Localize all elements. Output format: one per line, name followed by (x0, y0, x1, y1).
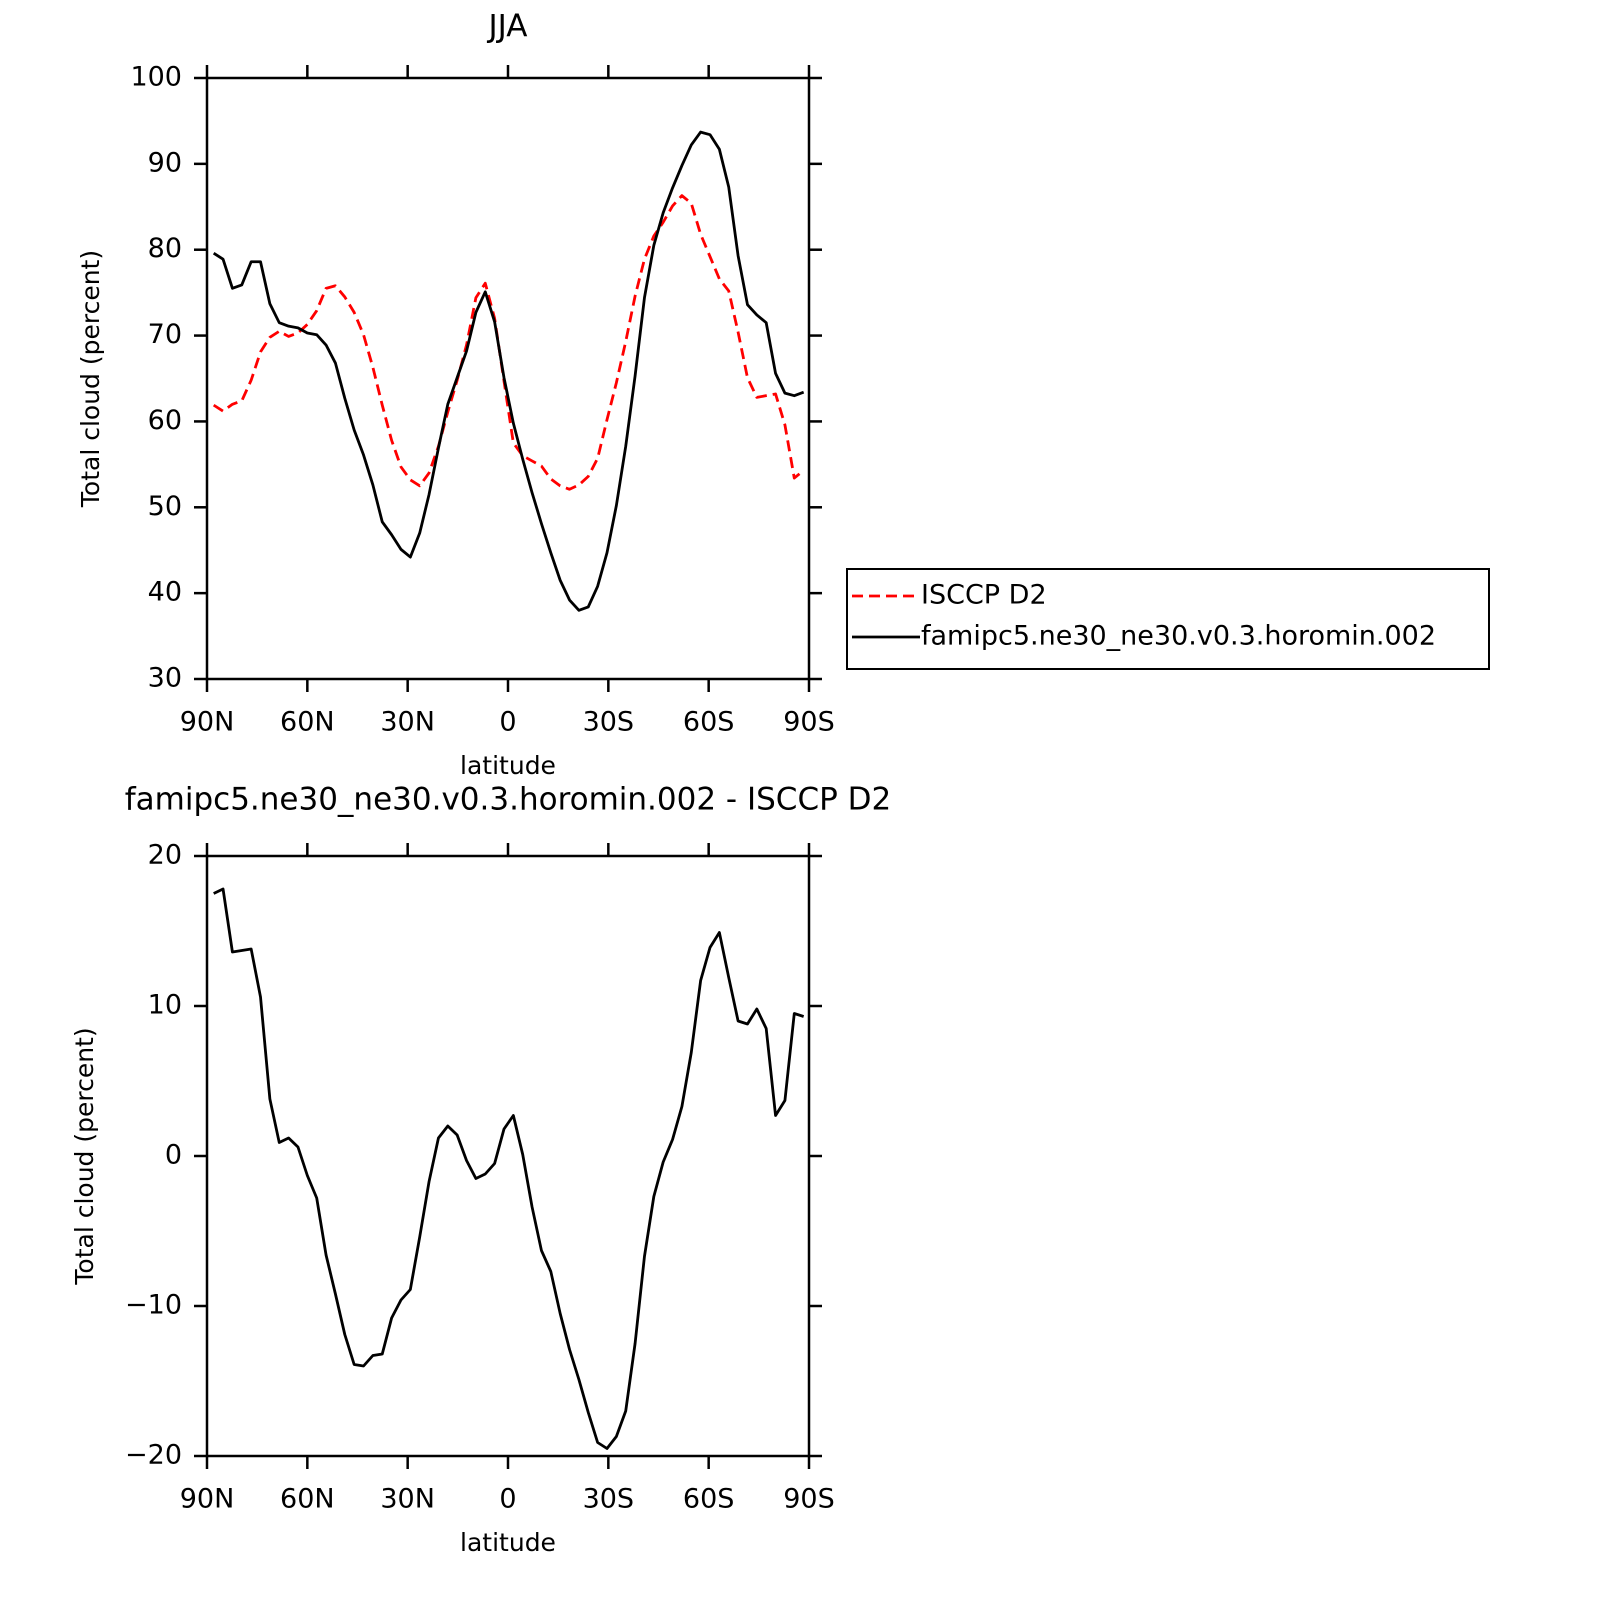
data-line (212, 130, 805, 612)
x-tick-label: 60N (280, 1484, 335, 1515)
y-tick-label: 90 (148, 147, 182, 178)
y-tick-label: 10 (148, 990, 182, 1021)
x-tick-label: 90S (783, 707, 835, 738)
legend-box (846, 568, 1490, 670)
data-line (213, 887, 805, 1450)
chart-title: famipc5.ne30_ne30.v0.3.horomin.002 - ISC… (125, 782, 891, 818)
x-tick-label: 90N (180, 707, 235, 738)
x-tick-label: 60S (683, 707, 735, 738)
x-tick-label: 30N (380, 707, 435, 738)
plot-frame (205, 854, 811, 1458)
x-tick-label: 30S (583, 707, 635, 738)
y-tick-label: 30 (148, 663, 182, 694)
x-axis-label: latitude (460, 751, 556, 780)
x-tick-label: 30S (583, 1484, 635, 1515)
y-tick-label: 70 (148, 319, 182, 350)
x-tick-label: 0 (499, 1484, 516, 1515)
y-tick-label: 100 (130, 62, 182, 93)
y-axis-label: Total cloud (percent) (70, 1027, 99, 1285)
legend-label: famipc5.ne30_ne30.v0.3.horomin.002 (921, 621, 1436, 652)
y-tick-label: 0 (165, 1140, 182, 1171)
y-tick-label: 60 (148, 405, 182, 436)
x-axis-label: latitude (460, 1528, 556, 1557)
y-tick-label: 50 (148, 491, 182, 522)
chart-title: JJA (487, 9, 528, 45)
y-tick-label: 80 (148, 233, 182, 264)
x-tick-label: 0 (499, 707, 516, 738)
data-line (212, 194, 805, 491)
y-tick-label: 20 (148, 840, 182, 871)
x-tick-label: 90S (783, 1484, 835, 1515)
x-tick-label: 90N (180, 1484, 235, 1515)
x-tick-label: 30N (380, 1484, 435, 1515)
y-tick-label: −20 (125, 1440, 182, 1471)
x-tick-label: 60S (683, 1484, 735, 1515)
y-tick-label: 40 (148, 577, 182, 608)
y-tick-label: −10 (125, 1290, 182, 1321)
plot-frame (205, 76, 811, 681)
legend-label: ISCCP D2 (921, 580, 1047, 611)
x-tick-label: 60N (280, 707, 335, 738)
y-axis-label: Total cloud (percent) (76, 250, 105, 508)
